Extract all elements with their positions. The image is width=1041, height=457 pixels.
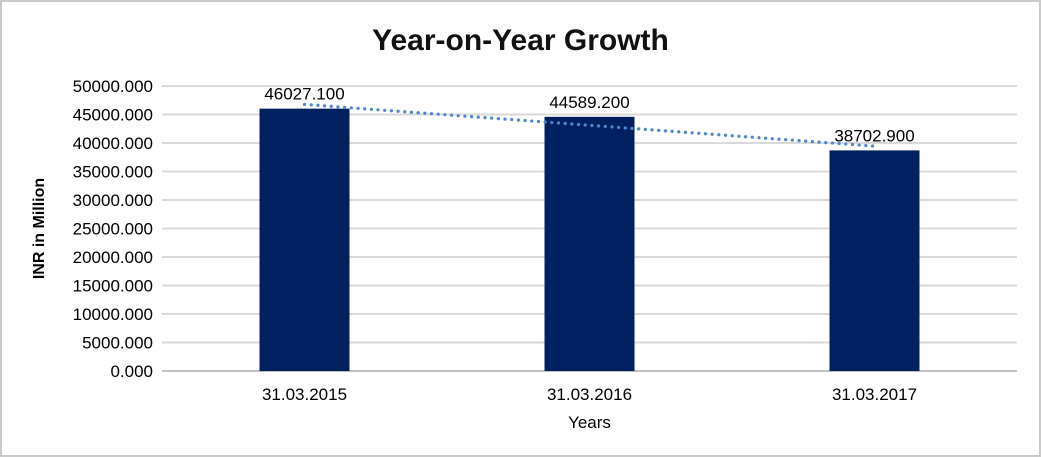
- y-tick-label: 0.000: [110, 362, 153, 381]
- x-axis-title: Years: [568, 413, 611, 432]
- bar-data-label: 46027.100: [264, 85, 344, 104]
- trendline: [302, 102, 877, 148]
- x-tick-label: 31.03.2016: [547, 385, 632, 404]
- y-tick-label: 50000.000: [73, 77, 153, 96]
- y-tick-label: 40000.000: [73, 134, 153, 153]
- chart-title: Year-on-Year Growth: [372, 24, 669, 57]
- y-axis-title: INR in Million: [31, 178, 48, 279]
- y-tick-label: 30000.000: [73, 191, 153, 210]
- x-tick-label: 31.03.2015: [262, 385, 347, 404]
- bar-data-label: 44589.200: [549, 93, 629, 112]
- bar: [829, 150, 920, 371]
- y-tick-label: 20000.000: [73, 248, 153, 267]
- bar: [259, 108, 350, 371]
- y-tick-label: 15000.000: [73, 277, 153, 296]
- x-tick-label: 31.03.2017: [832, 385, 917, 404]
- y-tick-label: 45000.000: [73, 106, 153, 125]
- y-tick-label: 35000.000: [73, 163, 153, 182]
- y-tick-label: 5000.000: [82, 334, 153, 353]
- bar-data-label: 38702.900: [834, 126, 914, 145]
- y-tick-label: 10000.000: [73, 305, 153, 324]
- bar: [544, 116, 635, 372]
- y-tick-label: 25000.000: [73, 220, 153, 239]
